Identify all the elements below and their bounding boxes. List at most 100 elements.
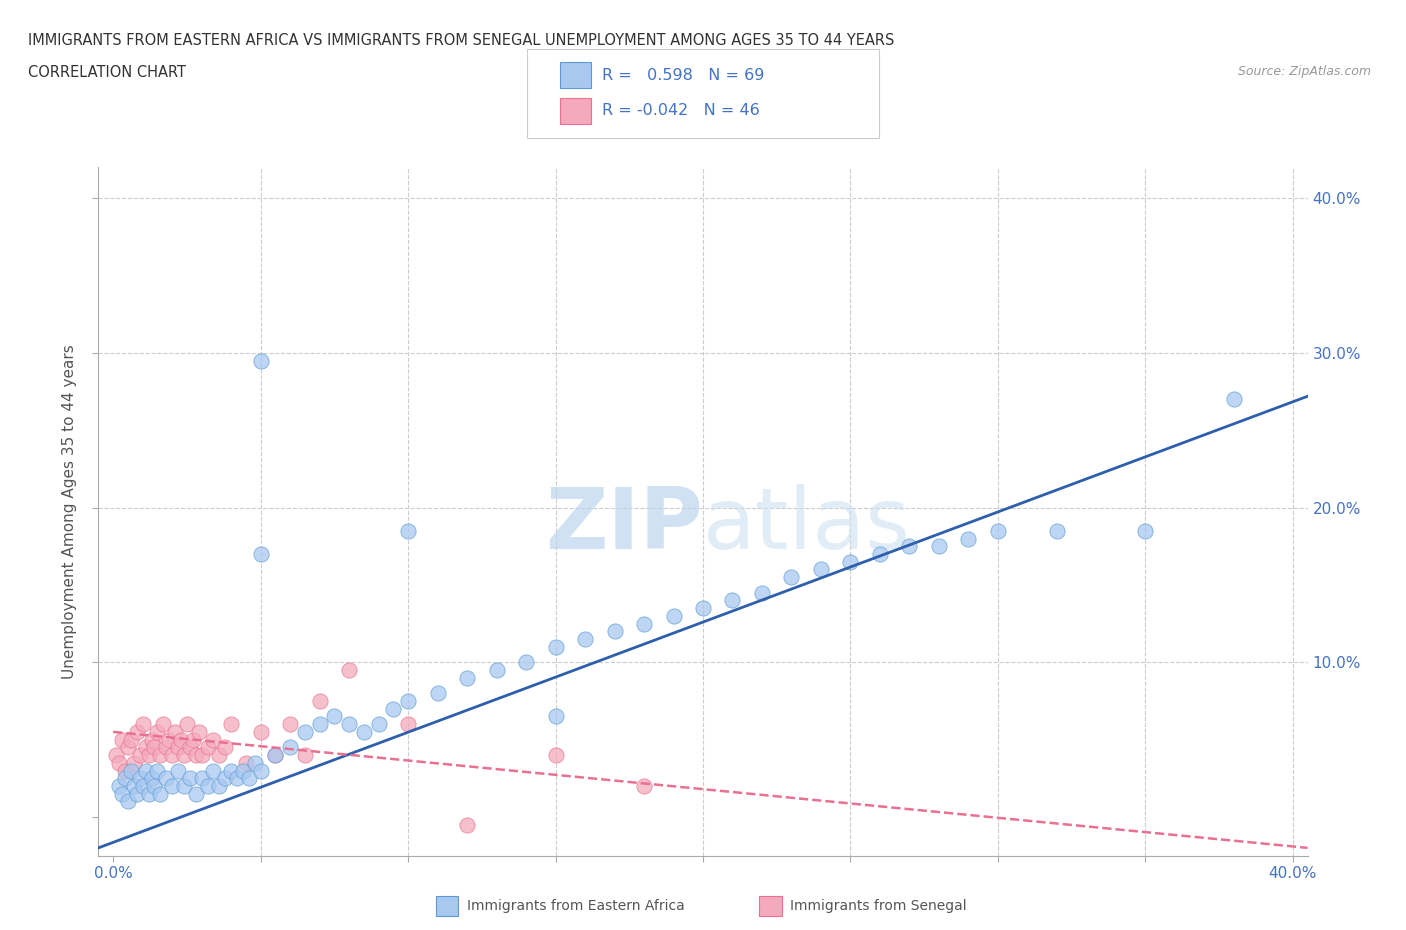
Text: R = -0.042   N = 46: R = -0.042 N = 46 [602,103,759,118]
Point [456,671,478,685]
Point [122,755,145,770]
Point [141,732,163,747]
Point [131,717,153,732]
Point [396,717,419,732]
Point [114,771,136,786]
Point [396,694,419,709]
Point [184,786,207,801]
Point [128,771,150,786]
Point [214,771,236,786]
Point [202,764,225,778]
Point [143,740,166,755]
Point [105,748,128,763]
Point [249,547,271,562]
Point [396,524,419,538]
Point [214,740,236,755]
Point [138,786,160,801]
Point [181,732,204,747]
Point [167,764,190,778]
Point [208,778,231,793]
Point [197,740,219,755]
Point [264,748,287,763]
Point [692,601,714,616]
Point [243,755,266,770]
Point [294,748,316,763]
Point [122,778,145,793]
Point [108,778,131,793]
Point [108,755,131,770]
Point [125,724,148,739]
Point [353,724,375,739]
Point [146,724,169,739]
Text: R =   0.598   N = 69: R = 0.598 N = 69 [602,68,763,83]
Point [839,554,862,569]
Point [155,740,177,755]
Point [117,794,139,809]
Point [120,764,142,778]
Point [202,732,225,747]
Point [1135,524,1157,538]
Point [120,732,142,747]
Point [662,608,685,623]
Y-axis label: Unemployment Among Ages 35 to 44 years: Unemployment Among Ages 35 to 44 years [62,344,77,679]
Text: IMMIGRANTS FROM EASTERN AFRICA VS IMMIGRANTS FROM SENEGAL UNEMPLOYMENT AMONG AGE: IMMIGRANTS FROM EASTERN AFRICA VS IMMIGR… [28,33,894,47]
Point [190,771,212,786]
Point [173,778,195,793]
Point [138,748,160,763]
Point [249,764,271,778]
Point [114,764,136,778]
Point [135,764,157,778]
Point [323,709,346,724]
Point [179,740,201,755]
Point [157,732,180,747]
Point [780,570,803,585]
Point [208,748,231,763]
Point [128,748,150,763]
Point [149,748,172,763]
Point [603,624,626,639]
Point [143,778,166,793]
Point [197,778,219,793]
Point [456,817,478,832]
Point [898,538,921,553]
Point [160,748,183,763]
Point [170,732,193,747]
Point [155,771,177,786]
Point [367,717,389,732]
Point [131,778,153,793]
Point [987,524,1010,538]
Point [190,748,212,763]
Point [485,662,508,677]
Point [278,717,301,732]
Text: Immigrants from Eastern Africa: Immigrants from Eastern Africa [467,898,685,913]
Text: CORRELATION CHART: CORRELATION CHART [28,65,186,80]
Point [111,732,134,747]
Point [308,717,330,732]
Point [544,748,567,763]
Point [160,778,183,793]
Point [184,748,207,763]
Point [633,778,655,793]
Point [152,717,174,732]
Point [111,786,134,801]
Point [249,353,271,368]
Text: Source: ZipAtlas.com: Source: ZipAtlas.com [1237,65,1371,78]
Point [1046,524,1069,538]
Point [249,724,271,739]
Point [235,755,257,770]
Point [179,771,201,786]
Point [633,617,655,631]
Point [278,740,301,755]
Point [957,531,980,546]
Point [149,786,172,801]
Point [125,786,148,801]
Point [382,701,405,716]
Text: ZIP: ZIP [546,484,703,566]
Point [337,662,360,677]
Point [219,764,242,778]
Point [135,740,157,755]
Point [146,764,169,778]
Point [721,593,744,608]
Point [232,764,254,778]
Point [238,771,260,786]
